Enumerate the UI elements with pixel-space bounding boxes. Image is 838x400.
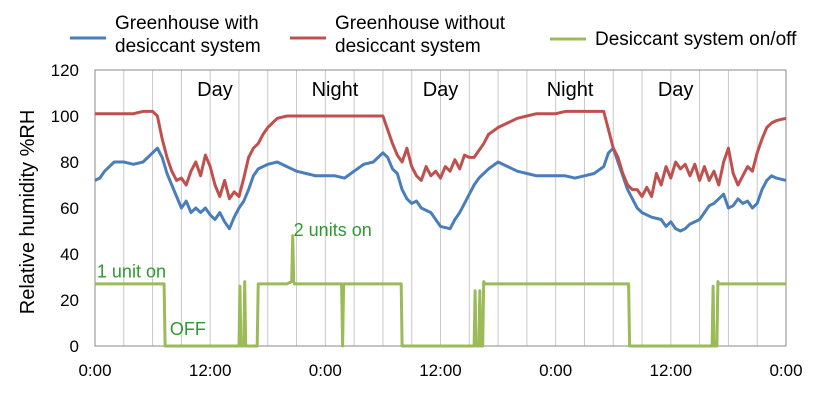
y-axis-label: Relative humidity %RH xyxy=(17,110,39,315)
legend: Greenhouse with desiccant system Greenhous… xyxy=(70,13,797,57)
x-tick-label: 0:00 xyxy=(539,361,572,380)
y-tick-label: 120 xyxy=(51,61,79,80)
annotations: 1 unit on OFF 2 units on xyxy=(97,220,372,339)
series-line-greenhouse-with-desiccant-system xyxy=(94,146,787,233)
legend-label: Greenhouse with desiccant system xyxy=(115,13,261,57)
period-label: Day xyxy=(658,79,694,101)
y-tick-label: 20 xyxy=(60,291,79,310)
vertical-gridlines xyxy=(123,70,758,346)
period-label: Day xyxy=(197,79,233,101)
annotation-2-units-on: 2 units on xyxy=(294,220,372,240)
y-axis-ticks: 0 20 40 60 80 100 120 xyxy=(51,61,79,356)
period-label: Day xyxy=(423,79,459,101)
x-tick-label: 12:00 xyxy=(650,361,693,380)
x-tick-label: 0:00 xyxy=(78,361,111,380)
legend-item-greenhouse-with-desiccant-system: Greenhouse with desiccant system xyxy=(70,13,261,57)
period-labels: Day Night Day Night Day xyxy=(197,79,693,101)
annotation-1-unit-on: 1 unit on xyxy=(97,261,166,281)
legend-item-desiccant-system-on-off: Desiccant system on/off xyxy=(550,29,797,50)
series-line-desiccant-system-on-off xyxy=(95,234,786,348)
series-line-greenhouse-without-desiccant-system xyxy=(95,109,787,201)
legend-label: Desiccant system on/off xyxy=(595,29,797,50)
y-tick-label: 100 xyxy=(51,107,79,126)
period-label: Night xyxy=(547,79,594,101)
legend-label: Greenhouse without desiccant system xyxy=(335,13,506,57)
series-lines xyxy=(94,109,787,348)
y-tick-label: 40 xyxy=(60,245,79,264)
y-tick-label: 0 xyxy=(70,337,79,356)
x-tick-label: 12:00 xyxy=(189,361,232,380)
y-tick-label: 60 xyxy=(60,199,79,218)
legend-item-greenhouse-without-desiccant-system: Greenhouse without desiccant system xyxy=(290,13,506,57)
x-axis-ticks: 0:00 12:00 0:00 12:00 0:00 12:00 0:00 xyxy=(78,361,802,380)
annotation-off: OFF xyxy=(170,319,206,339)
period-label: Night xyxy=(312,79,359,101)
y-tick-label: 80 xyxy=(60,153,79,172)
x-tick-label: 0:00 xyxy=(769,361,802,380)
x-tick-label: 12:00 xyxy=(419,361,462,380)
x-tick-label: 0:00 xyxy=(309,361,342,380)
